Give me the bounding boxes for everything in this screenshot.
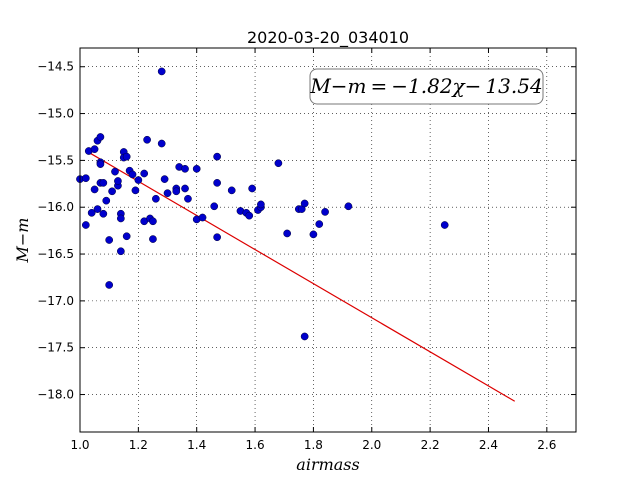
data-point [440,221,449,229]
data-point [102,196,111,205]
data-point [181,164,189,173]
data-point [96,133,105,141]
x-tick-label: 2.2 [421,438,440,452]
x-tick-label: 1.8 [304,438,323,452]
data-point [213,152,221,161]
data-point [81,221,90,229]
data-point [134,176,143,184]
data-point [90,145,99,154]
data-point [111,167,119,176]
x-axis-label: airmass [296,455,359,474]
data-point [184,194,192,203]
data-point [274,159,283,168]
data-point [160,175,169,183]
plot-area [80,48,576,432]
y-axis-label: M−m [13,218,32,264]
data-point [81,174,90,183]
data-point [309,230,318,239]
data-point [108,187,116,196]
data-point [131,186,140,195]
data-point [114,177,122,185]
data-point [181,184,189,193]
x-tick-label: 1.0 [70,438,89,452]
fit-annotation: M−m = −1.82χ− 13.54 [309,68,544,105]
data-point [227,186,236,195]
data-point [257,200,265,209]
data-point [99,179,108,187]
y-tick-label: −15.0 [37,107,74,121]
plot-frame [79,47,577,433]
data-point [122,152,131,161]
data-point [344,202,353,211]
grid [80,48,576,432]
fit-equation: M−m = −1.82χ− 13.54 [309,74,542,98]
chart-title: 2020-03-20_034010 [247,28,409,48]
data-point [300,332,309,341]
data-point [300,199,309,208]
points-layer [76,67,449,341]
data-point [149,235,157,243]
data-point [93,205,102,213]
data-point [210,202,219,211]
x-tick-label: 1.2 [129,438,148,452]
y-tick-label: −15.5 [37,153,74,167]
data-point [116,214,125,223]
data-point [157,67,166,76]
fit-line-layer [85,150,516,402]
y-tick-label: −16.0 [37,200,74,214]
data-point [96,160,105,168]
y-tick-label: −16.5 [37,247,74,261]
data-point [152,194,160,203]
y-tick-label: −17.5 [37,341,74,355]
data-point [213,179,221,187]
data-point [116,247,125,256]
data-point [245,211,254,220]
data-point [315,220,324,228]
data-point [128,170,137,179]
data-point [172,187,181,196]
data-point [122,232,131,241]
data-point [157,139,166,148]
x-tick-label: 2.0 [362,438,381,452]
data-point [163,189,172,198]
data-point [105,281,114,289]
annotation-box [309,68,544,105]
data-point [192,164,201,173]
data-point [90,185,99,194]
x-tick-label: 1.4 [187,438,206,452]
data-point [99,209,108,218]
y-tick-label: −18.0 [37,388,74,402]
data-point [248,184,256,193]
data-point [321,208,329,216]
data-point [149,217,157,226]
data-point [87,208,96,217]
x-tick-label: 1.6 [246,438,265,452]
data-point [140,169,149,178]
fit-line [85,150,516,402]
data-point [198,213,207,222]
x-tick-label: 2.4 [479,438,498,452]
data-point [283,229,292,238]
y-tick-label: −14.5 [37,60,74,74]
data-point [105,236,114,244]
axis-ticks: 1.0 1.2 1.4 1.6 1.8 2.0 2.2 2.4 2.6 −14.5 −15.0 −15… [37,48,576,452]
data-point [213,233,221,242]
data-point [143,135,151,144]
x-tick-label: 2.6 [537,438,556,452]
y-tick-label: −17.0 [37,294,74,308]
